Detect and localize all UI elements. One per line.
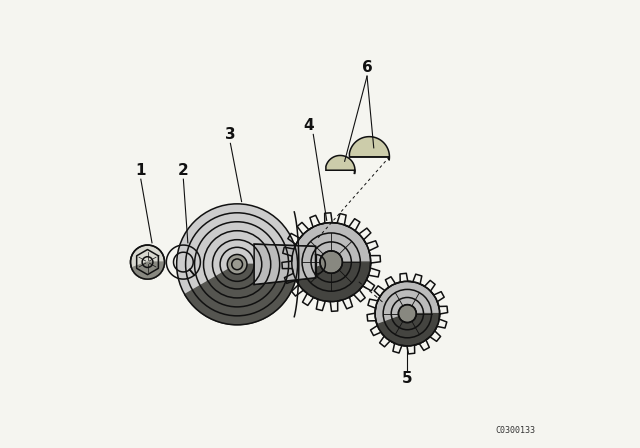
Polygon shape <box>326 155 355 174</box>
Wedge shape <box>294 262 371 302</box>
Polygon shape <box>349 137 389 160</box>
Circle shape <box>131 245 164 279</box>
Circle shape <box>177 204 298 325</box>
Text: 1: 1 <box>136 163 146 178</box>
Circle shape <box>227 254 247 274</box>
Text: 3: 3 <box>225 127 236 142</box>
Text: 5: 5 <box>402 371 413 386</box>
Text: 4: 4 <box>303 118 314 133</box>
Wedge shape <box>377 314 440 346</box>
Circle shape <box>375 281 440 346</box>
Text: C0300133: C0300133 <box>495 426 535 435</box>
Circle shape <box>398 305 416 323</box>
Text: 6: 6 <box>362 60 372 75</box>
Circle shape <box>292 223 371 302</box>
Wedge shape <box>185 264 298 325</box>
Text: 2: 2 <box>178 163 189 178</box>
Circle shape <box>320 251 342 273</box>
Wedge shape <box>132 262 164 279</box>
Polygon shape <box>254 244 316 284</box>
